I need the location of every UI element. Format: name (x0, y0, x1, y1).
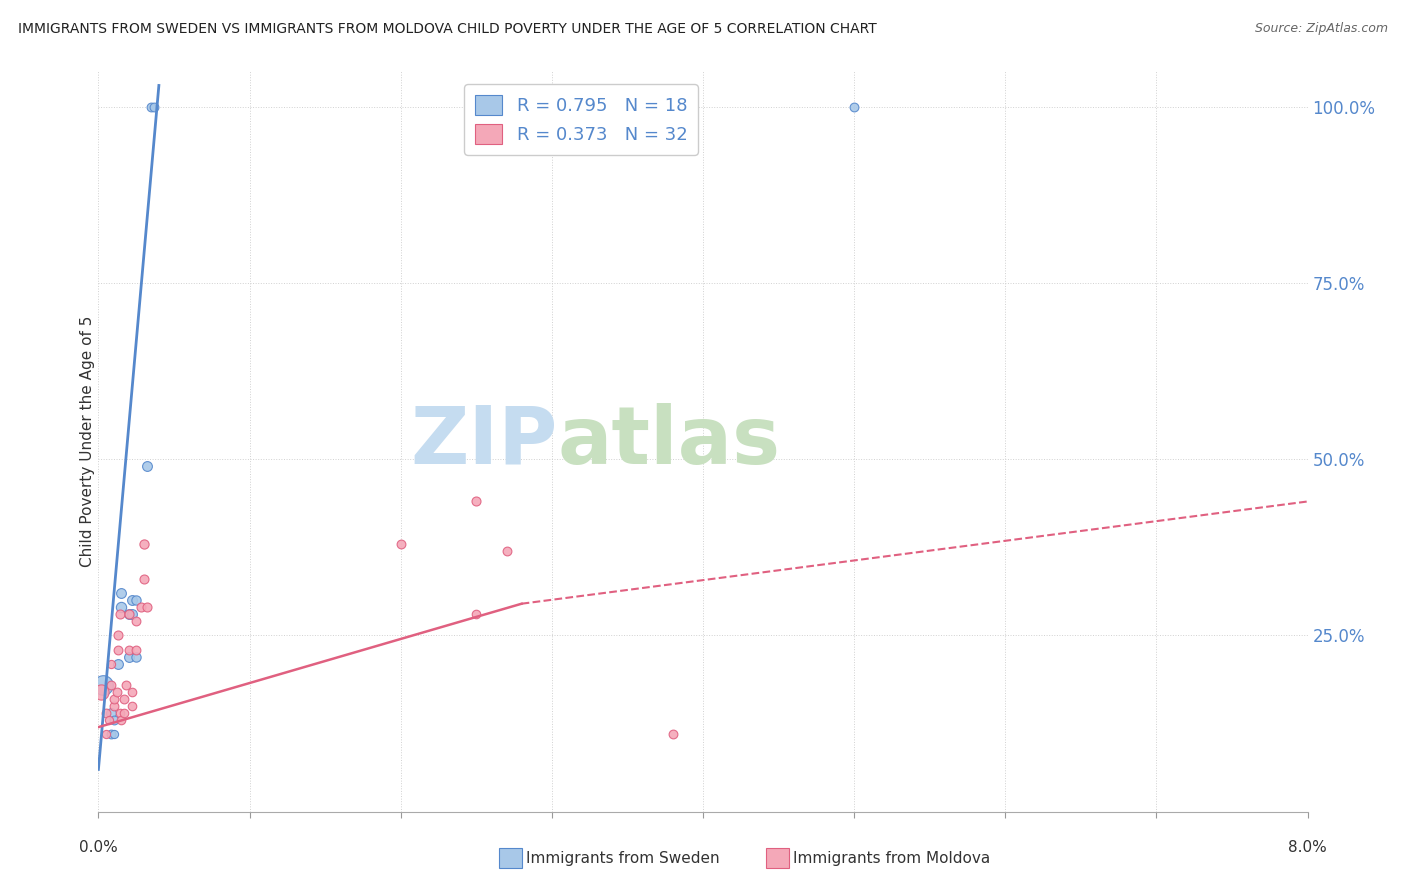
Text: 0.0%: 0.0% (79, 840, 118, 855)
Point (143, 100, 166, 114)
Point (132, 537, 155, 551)
Text: Immigrants from Sweden: Immigrants from Sweden (526, 851, 720, 865)
Point (125, 593, 148, 607)
Point (112, 706, 135, 720)
Point (107, 628, 129, 642)
Point (141, 100, 163, 114)
Point (465, 494, 488, 508)
Point (118, 607, 141, 622)
Point (110, 600, 132, 615)
Point (118, 649, 141, 664)
Point (108, 706, 131, 720)
Point (108, 607, 131, 622)
Point (118, 642, 141, 657)
Point (125, 615, 148, 629)
Y-axis label: Child Poverty Under the Age of 5: Child Poverty Under the Age of 5 (80, 316, 94, 567)
Point (844, 100, 866, 114)
Point (129, 600, 152, 615)
Point (103, 713, 125, 727)
Point (121, 607, 143, 622)
Point (103, 698, 125, 713)
Legend: R = 0.795   N = 18, R = 0.373   N = 32: R = 0.795 N = 18, R = 0.373 N = 32 (464, 84, 699, 154)
Point (107, 642, 129, 657)
Point (103, 692, 125, 706)
Point (110, 586, 132, 600)
Point (389, 537, 412, 551)
Point (114, 678, 136, 692)
Point (91, 678, 114, 692)
Point (90, 685, 112, 699)
Text: IMMIGRANTS FROM SWEDEN VS IMMIGRANTS FROM MOLDOVA CHILD POVERTY UNDER THE AGE OF: IMMIGRANTS FROM SWEDEN VS IMMIGRANTS FRO… (18, 22, 877, 37)
Point (98, 713, 121, 727)
Point (121, 685, 143, 699)
Point (100, 727, 122, 741)
Point (112, 692, 135, 706)
Point (132, 572, 155, 586)
Point (121, 698, 143, 713)
Point (100, 678, 122, 692)
Point (94, 706, 117, 720)
Point (495, 544, 517, 558)
Point (135, 600, 157, 615)
Point (105, 685, 128, 699)
Point (125, 649, 148, 664)
Text: atlas: atlas (558, 402, 780, 481)
Point (110, 713, 132, 727)
Point (94, 727, 117, 741)
Point (100, 706, 122, 720)
Text: ZIP: ZIP (411, 402, 558, 481)
Point (465, 607, 488, 622)
Point (107, 657, 129, 671)
Point (118, 607, 141, 622)
Point (100, 657, 122, 671)
Point (661, 727, 683, 741)
Point (125, 642, 148, 657)
Text: Source: ZipAtlas.com: Source: ZipAtlas.com (1254, 22, 1388, 36)
Point (121, 593, 143, 607)
Text: 8.0%: 8.0% (1288, 840, 1327, 855)
Point (135, 459, 157, 474)
Point (103, 727, 125, 741)
Text: Immigrants from Moldova: Immigrants from Moldova (793, 851, 990, 865)
